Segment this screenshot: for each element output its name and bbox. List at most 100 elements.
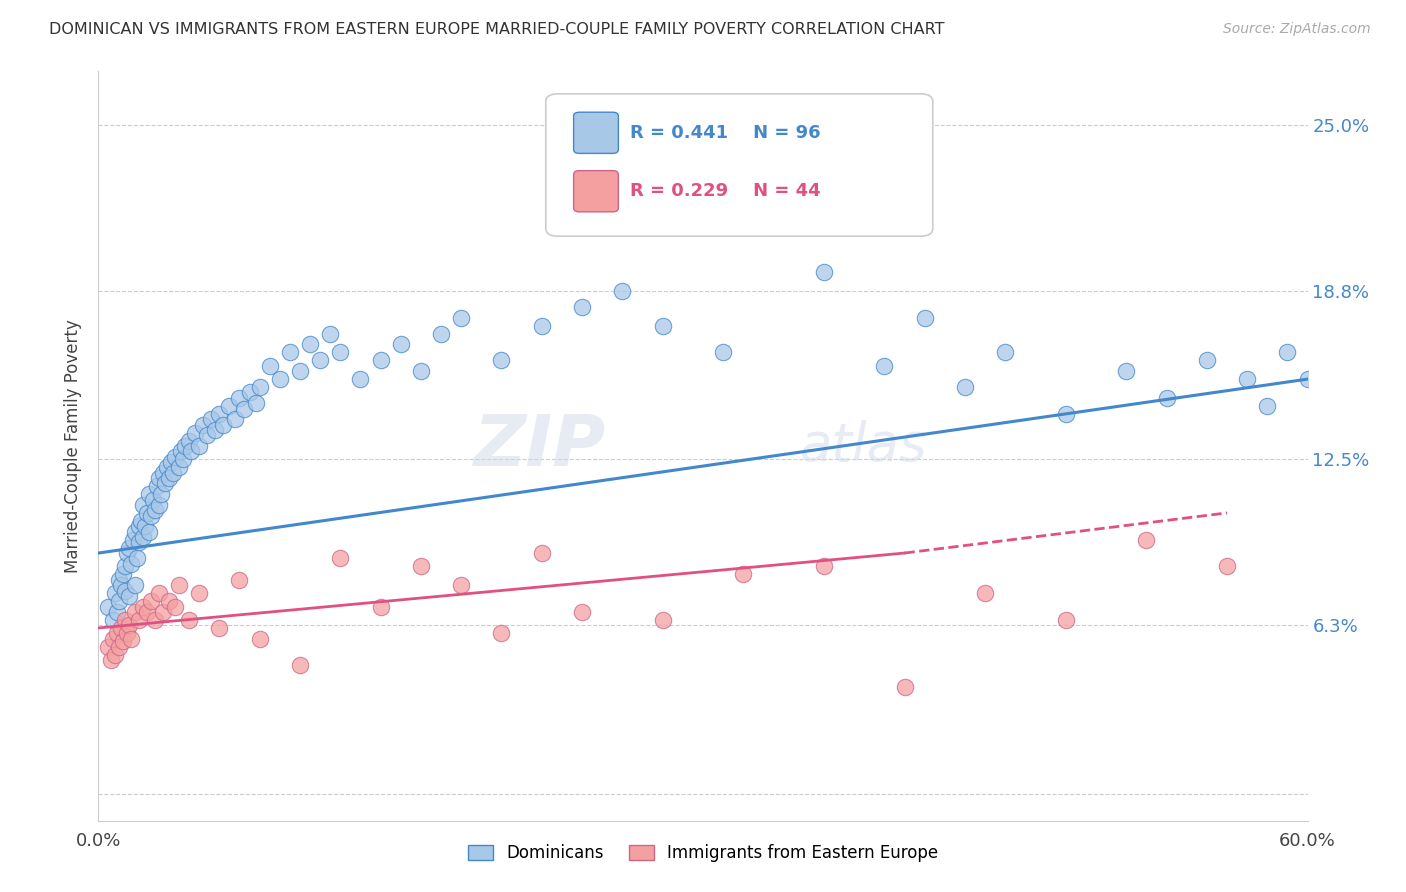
Point — [162, 466, 184, 480]
Point — [103, 586, 125, 600]
Point — [1216, 559, 1239, 574]
Point — [349, 372, 371, 386]
Point — [249, 380, 271, 394]
Point — [200, 412, 222, 426]
Point — [212, 417, 235, 432]
Point — [188, 439, 211, 453]
Point — [148, 498, 170, 512]
FancyBboxPatch shape — [574, 112, 619, 153]
Point — [132, 498, 155, 512]
Point — [1256, 399, 1278, 413]
Point — [1277, 345, 1299, 359]
Point — [167, 578, 190, 592]
Point — [146, 479, 169, 493]
Point — [204, 423, 226, 437]
Point — [430, 326, 453, 341]
Point — [143, 613, 166, 627]
Point — [124, 578, 146, 592]
Point — [114, 559, 136, 574]
Point — [571, 300, 593, 314]
Point — [139, 508, 162, 523]
Point — [309, 353, 332, 368]
Point — [129, 514, 152, 528]
Point — [249, 632, 271, 646]
Point — [135, 605, 157, 619]
Point — [132, 599, 155, 614]
Legend: Dominicans, Immigrants from Eastern Europe: Dominicans, Immigrants from Eastern Euro… — [461, 838, 945, 869]
Point — [124, 605, 146, 619]
Point — [450, 578, 472, 592]
FancyBboxPatch shape — [546, 94, 932, 236]
Point — [170, 444, 193, 458]
Point — [107, 594, 129, 608]
Point — [152, 466, 174, 480]
Point — [188, 586, 211, 600]
Point — [1054, 613, 1077, 627]
Point — [115, 626, 138, 640]
Point — [319, 326, 342, 341]
Point — [491, 353, 513, 368]
Point — [278, 345, 301, 359]
Point — [389, 337, 412, 351]
Point — [103, 648, 125, 662]
Point — [153, 476, 176, 491]
Point — [134, 519, 156, 533]
Point — [1296, 372, 1319, 386]
Point — [135, 506, 157, 520]
Point — [208, 621, 231, 635]
Point — [138, 487, 160, 501]
Point — [772, 198, 794, 212]
Point — [110, 578, 132, 592]
Point — [224, 412, 246, 426]
Point — [163, 450, 186, 464]
Point — [148, 471, 170, 485]
Point — [450, 310, 472, 325]
Point — [105, 605, 128, 619]
Point — [491, 626, 513, 640]
Point — [157, 471, 180, 485]
Point — [172, 452, 194, 467]
Point — [530, 318, 553, 333]
Point — [370, 599, 392, 614]
Point — [651, 613, 673, 627]
Point — [143, 503, 166, 517]
Y-axis label: Married-Couple Family Poverty: Married-Couple Family Poverty — [65, 319, 83, 573]
Point — [152, 605, 174, 619]
Point — [111, 634, 134, 648]
Point — [195, 428, 218, 442]
Point — [101, 632, 124, 646]
Point — [1195, 353, 1218, 368]
Point — [329, 551, 352, 566]
Point — [100, 653, 122, 667]
Point — [110, 621, 132, 635]
Point — [115, 546, 138, 560]
Point — [97, 640, 120, 654]
Point — [101, 613, 124, 627]
Point — [139, 594, 162, 608]
Point — [179, 434, 201, 448]
Point — [288, 658, 311, 673]
Point — [184, 425, 207, 440]
Point — [974, 586, 997, 600]
Point — [163, 599, 186, 614]
Point — [107, 573, 129, 587]
Point — [174, 439, 197, 453]
Text: atlas: atlas — [800, 420, 927, 472]
Point — [114, 583, 136, 598]
Point — [208, 407, 231, 421]
Point — [128, 535, 150, 549]
FancyBboxPatch shape — [574, 170, 619, 212]
Point — [120, 557, 142, 571]
Point — [994, 345, 1017, 359]
Point — [128, 519, 150, 533]
Point — [118, 589, 141, 603]
Text: R = 0.229    N = 44: R = 0.229 N = 44 — [630, 182, 821, 200]
Point — [180, 444, 202, 458]
Point — [138, 524, 160, 539]
Point — [111, 567, 134, 582]
Point — [239, 385, 262, 400]
Point — [612, 284, 634, 298]
Text: R = 0.441    N = 96: R = 0.441 N = 96 — [630, 124, 821, 142]
Point — [259, 359, 281, 373]
Point — [1236, 372, 1258, 386]
